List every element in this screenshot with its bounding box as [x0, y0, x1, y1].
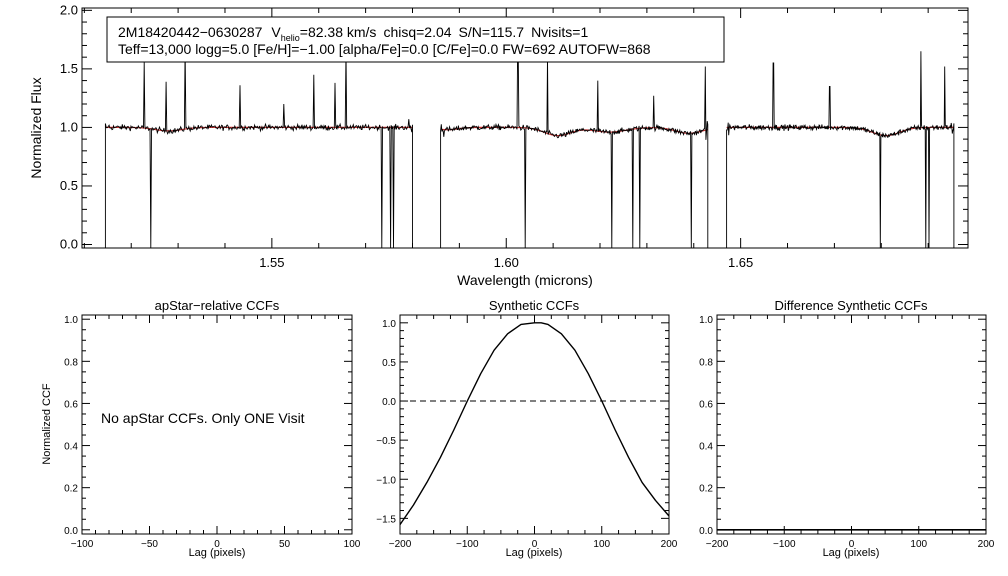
difference-ccf-x-axis-label: Lag (pixels) [823, 547, 880, 559]
vhelio-value: =82.38 km/s [300, 24, 377, 40]
synthetic-ccf-x-axis-label: Lag (pixels) [506, 547, 563, 559]
difference-ccf-panel: −200 −100 0 100 200 0.0 0.2 0.4 0.6 0.8 1.0 Differ… [699, 298, 995, 559]
observed-spectrum-group [104, 46, 955, 249]
difference-ccf-title: Difference Synthetic CCFs [775, 298, 928, 313]
x-tick-label: 50 [279, 539, 291, 550]
x-tick-label: −100 [456, 539, 479, 550]
y-tick-label: 0.4 [64, 442, 78, 453]
y-tick-label: 1.0 [60, 119, 78, 134]
synthetic-ccf-plot-frame [399, 314, 670, 535]
annotation-line-1: 2M18420442−0630287 Vhelio=82.38 km/s chisq… [118, 24, 588, 43]
y-tick-label: 0.5 [382, 358, 396, 369]
apstar-ccf-title: apStar−relative CCFs [155, 298, 280, 313]
y-tick-label: 0.0 [382, 397, 396, 408]
vhelio-label: V [271, 24, 281, 40]
apstar-ccf-ticks: −100 −50 0 50 100 0.0 0.2 0.4 0.6 0.8 1.0 [64, 315, 361, 550]
x-tick-label: 200 [978, 539, 995, 550]
x-tick-label: −200 [706, 539, 729, 550]
x-tick-label: 200 [661, 539, 678, 550]
spectrum-ticks: 1.55 1.60 1.65 0.0 0.5 1.0 1.5 2.0 [60, 2, 968, 270]
spectrum-panel: 1.55 1.60 1.65 0.0 0.5 1.0 1.5 2.0 2M18420442−0… [28, 2, 969, 288]
observed-spectrum-line-chip-3 [726, 51, 955, 249]
x-tick-label: 0 [214, 539, 220, 550]
y-tick-label: 1.0 [64, 315, 78, 326]
chisq-value: chisq=2.04 [383, 24, 451, 40]
synthetic-ccf-line [399, 322, 670, 525]
x-tick-label: 1.65 [728, 255, 753, 270]
x-tick-label: −100 [773, 539, 796, 550]
y-tick-label: −1.5 [376, 514, 396, 525]
y-tick-label: 0.2 [699, 484, 713, 495]
object-id: 2M18420442−0630287 [118, 24, 263, 40]
snr-value: S/N=115.7 [459, 24, 525, 40]
x-tick-label: 1.60 [494, 255, 519, 270]
synthetic-ccf-title: Synthetic CCFs [489, 298, 580, 313]
synthetic-ccf-plot-area [399, 322, 670, 525]
x-tick-label: 100 [910, 539, 927, 550]
x-tick-label: −50 [141, 539, 158, 550]
observed-spectrum-line-chip-2 [440, 47, 709, 249]
x-tick-label: 100 [344, 539, 361, 550]
y-tick-label: −0.5 [376, 436, 396, 447]
y-tick-label: 0.6 [64, 399, 78, 410]
difference-ccf-plot-frame [716, 314, 987, 535]
y-tick-label: 2.0 [60, 2, 78, 17]
annotation-box [106, 16, 725, 63]
vhelio-subscript: helio [281, 33, 300, 43]
nvisits-value: Nvisits=1 [531, 24, 588, 40]
y-tick-label: 0.5 [60, 178, 78, 193]
x-tick-label: 0 [532, 539, 538, 550]
difference-ccf-ticks: −200 −100 0 100 200 0.0 0.2 0.4 0.6 0.8 1.0 [699, 315, 995, 550]
x-tick-label: 1.55 [259, 255, 284, 270]
y-tick-label: 0.8 [64, 357, 78, 368]
y-tick-label: 0.6 [699, 399, 713, 410]
y-tick-label: 0.2 [64, 484, 78, 495]
y-tick-label: 0.0 [699, 526, 713, 537]
spectrum-x-axis-label: Wavelength (microns) [457, 272, 593, 288]
x-tick-label: 100 [593, 539, 610, 550]
y-tick-label: 1.5 [60, 61, 78, 76]
y-tick-label: 0.4 [699, 442, 713, 453]
y-tick-label: 0.0 [64, 526, 78, 537]
no-ccf-message: No apStar CCFs. Only ONE Visit [101, 410, 305, 426]
y-tick-label: −1.0 [376, 475, 396, 486]
x-tick-label: 0 [849, 539, 855, 550]
y-tick-label: 1.0 [699, 315, 713, 326]
synthetic-ccf-panel: −200 −100 0 100 200 −1.5 −1.0 −0.5 0.0 0.5 1.0 Syn… [376, 298, 678, 559]
apstar-ccf-x-axis-label: Lag (pixels) [189, 547, 246, 559]
synthetic-ccf-ticks: −200 −100 0 100 200 −1.5 −1.0 −0.5 0.0 0.5 1.0 [376, 315, 678, 550]
y-tick-label: 0.8 [699, 357, 713, 368]
y-tick-label: 0.0 [60, 236, 78, 251]
x-tick-label: −200 [389, 539, 412, 550]
observed-spectrum-line-chip-1 [104, 46, 413, 249]
spectrum-y-axis-label: Normalized Flux [28, 77, 44, 178]
x-tick-label: −100 [71, 539, 94, 550]
annotation-line-2: Teff=13,000 logg=5.0 [Fe/H]=−1.00 [alpha… [118, 41, 651, 57]
y-tick-label: 1.0 [382, 319, 396, 330]
apstar-ccf-y-axis-label: Normalized CCF [41, 383, 53, 465]
apstar-ccf-panel: −100 −50 0 50 100 0.0 0.2 0.4 0.6 0.8 1.0 apStar−r… [41, 298, 361, 559]
